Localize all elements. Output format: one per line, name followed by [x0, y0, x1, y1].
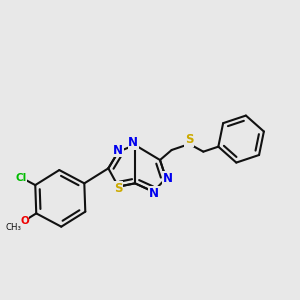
- Text: S: S: [114, 182, 123, 195]
- Text: N: N: [163, 172, 173, 185]
- Text: N: N: [113, 143, 123, 157]
- Text: S: S: [185, 133, 194, 146]
- Text: N: N: [128, 136, 138, 149]
- Text: Cl: Cl: [16, 172, 27, 183]
- Text: N: N: [149, 187, 159, 200]
- Text: CH₃: CH₃: [5, 224, 21, 232]
- Text: O: O: [20, 216, 29, 226]
